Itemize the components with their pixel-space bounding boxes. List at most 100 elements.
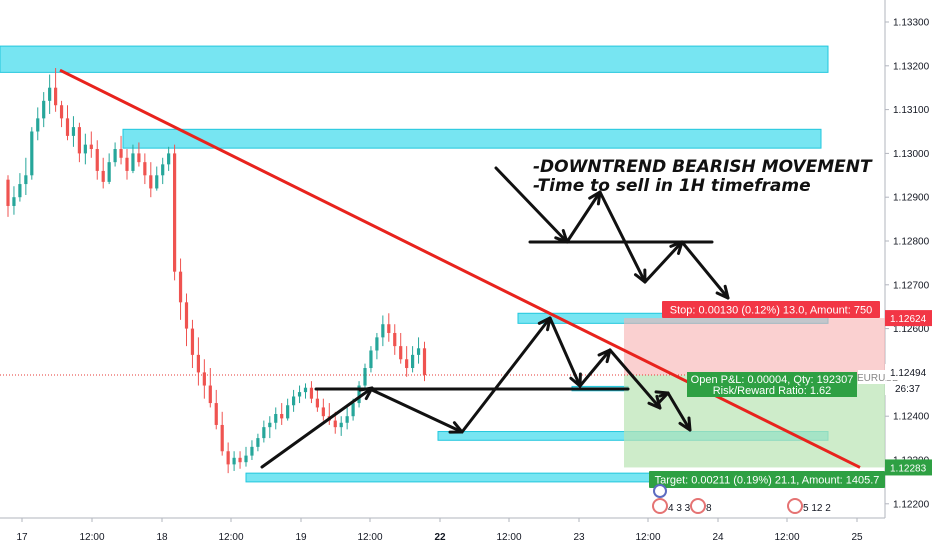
bearish-candle: [119, 149, 123, 158]
bullish-candle: [381, 324, 385, 338]
bearish-candle: [280, 414, 284, 419]
stop-label: Stop: 0.00130 (0.12%) 13.0, Amount: 750: [670, 305, 872, 317]
current-price-tag: 1.12494: [890, 368, 927, 379]
event-marker-group: 5 12 2: [787, 498, 831, 514]
bearish-candle: [54, 87, 58, 106]
bearish-candle: [149, 175, 153, 189]
time-tick-label: 19: [295, 532, 307, 543]
price-tick-label: 1.13200: [893, 61, 930, 72]
arrow-sell-down: [608, 348, 662, 410]
upper-resistance-zone: [122, 128, 822, 149]
target-price-tag: 1.12283: [890, 463, 927, 474]
time-tick-label: 17: [16, 532, 28, 543]
price-tick-label: 1.13000: [893, 149, 930, 160]
example-arrow-down3: [680, 240, 730, 300]
example-arrow-down3-head: [715, 284, 730, 300]
bullish-candle: [375, 337, 379, 351]
arrow-retest-up: [578, 348, 612, 388]
bearish-candle: [89, 144, 93, 150]
event-marker-icon: [690, 498, 706, 514]
bullish-candle: [345, 416, 349, 423]
annotation-line-2: -Time to sell in 1H timeframe: [533, 176, 811, 196]
price-tick-label: 1.12800: [893, 237, 930, 248]
arrow-sell-down-head: [647, 394, 662, 410]
arrow-drop-down: [548, 316, 582, 388]
risk-reward-label: Risk/Reward Ratio: 1.62: [713, 385, 832, 397]
target-label: Target: 0.00211 (0.19%) 21.1, Amount: 14…: [655, 475, 880, 487]
bullish-candle: [416, 348, 421, 355]
annotation-line-1: -DOWNTREND BEARISH MOVEMENT: [533, 157, 873, 177]
event-marker-group: 4 3 3: [652, 498, 691, 514]
bullish-candle: [107, 162, 111, 182]
symbol-tag-bg: [858, 370, 885, 384]
bearish-candle: [101, 170, 105, 182]
bearish-candle: [321, 407, 325, 417]
bullish-candle: [250, 446, 254, 456]
price-tick-label: 1.12700: [893, 280, 930, 291]
risk-area: [624, 318, 885, 376]
time-tick-label: 12:00: [357, 532, 382, 543]
time-tick-label: 25: [851, 532, 863, 543]
arrow-impulse-up: [260, 386, 374, 469]
bullish-candle: [113, 149, 117, 163]
bullish-candle: [351, 403, 355, 417]
time-tick-label: 12:00: [496, 532, 521, 543]
example-arrow-up2: [643, 240, 684, 284]
time-tick-label: 12:00: [79, 532, 104, 543]
bearish-candle: [399, 346, 403, 360]
bearish-candle: [309, 387, 314, 399]
bearish-candle: [59, 105, 64, 119]
bullish-candle: [83, 144, 87, 154]
example-arrow-down: [494, 166, 569, 244]
bullish-candle: [24, 175, 28, 185]
bearish-candle: [405, 359, 409, 369]
time-tick-label: 18: [156, 532, 168, 543]
event-marker-icon: [652, 498, 668, 514]
bullish-candle: [244, 455, 248, 463]
bullish-candle: [161, 164, 165, 176]
bullish-candle: [274, 414, 278, 423]
bullish-candle: [131, 153, 135, 171]
arrow-target-down: [666, 391, 692, 432]
bearish-candle: [190, 328, 195, 355]
countdown-label: 26:37: [895, 384, 920, 395]
bearish-candle: [178, 271, 183, 303]
arrow-impulse-up-head: [358, 386, 374, 401]
time-tick-label: 23: [573, 532, 585, 543]
bullish-candle: [30, 131, 34, 176]
bearish-candle: [125, 157, 129, 171]
bullish-candle: [286, 405, 290, 419]
countdown-bg: [885, 381, 932, 396]
bullish-candle: [155, 175, 159, 189]
event-marker-icon: [787, 498, 803, 514]
bearish-candle: [238, 457, 242, 463]
bearish-candle: [393, 332, 397, 347]
bearish-candle: [214, 403, 218, 425]
bearish-candle: [422, 348, 427, 376]
bearish-candle: [95, 149, 99, 171]
time-tick-label: 12:00: [635, 532, 660, 543]
bearish-candle: [77, 127, 81, 154]
bullish-candle: [262, 427, 266, 439]
bullish-candle: [36, 118, 40, 132]
bearish-candle: [208, 385, 212, 404]
arrow-target-down-head: [678, 416, 692, 432]
bullish-candle: [256, 438, 260, 447]
bullish-candle: [232, 457, 236, 465]
bearish-candle: [173, 153, 177, 272]
bearish-candle: [184, 302, 189, 329]
event-marker-label: 8: [706, 503, 712, 514]
price-tick-label: 1.12900: [893, 193, 930, 204]
bearish-candle: [143, 162, 147, 176]
bullish-candle: [292, 396, 296, 406]
bearish-candle: [220, 424, 224, 452]
target-price-tag-bg: [885, 459, 932, 476]
bearish-candle: [137, 153, 141, 163]
target-label-bg: [649, 471, 885, 488]
open-pl-label-bg: [687, 372, 857, 397]
price-tick-label: 1.12600: [893, 324, 930, 335]
event-marker-label: 4 3 3: [668, 503, 691, 514]
bullish-candle: [48, 87, 52, 101]
